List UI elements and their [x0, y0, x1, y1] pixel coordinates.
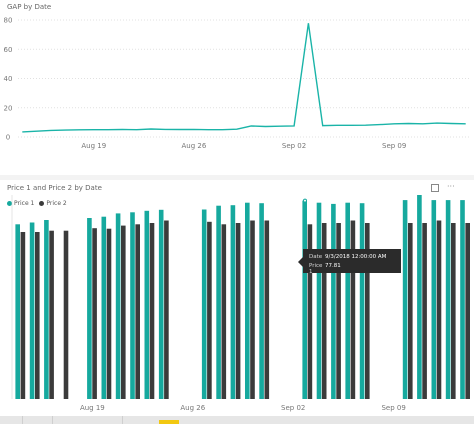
bar-price-2[interactable] [250, 220, 255, 400]
bar-price-2[interactable] [307, 224, 313, 399]
x-tick-label: Sep 09 [381, 404, 405, 412]
bar-price-2[interactable] [121, 225, 126, 399]
hover-marker [303, 198, 307, 203]
active-page-tab[interactable] [159, 420, 179, 424]
bar-price-1[interactable] [87, 218, 92, 399]
bar-price-2[interactable] [149, 223, 155, 399]
bar-price-1[interactable] [331, 203, 336, 399]
y-tick-label: 80 [4, 17, 13, 25]
bar-price-2[interactable] [207, 221, 212, 399]
bar-price-1[interactable] [15, 224, 20, 399]
x-tick-label: Aug 19 [80, 404, 105, 412]
bar-price-1[interactable] [216, 205, 221, 399]
bar-price-2[interactable] [106, 228, 112, 399]
bar-price-2[interactable] [465, 223, 470, 399]
bar-price-1[interactable] [144, 210, 150, 399]
y-tick-label: 20 [4, 104, 13, 112]
bar-price-1[interactable] [29, 222, 35, 400]
chart-tooltip: Date 9/3/2018 12:00:00 AM Price 1 77.81 [298, 249, 401, 275]
bar-price-1[interactable] [417, 195, 422, 399]
price-bar-chart[interactable]: Aug 19 Aug 26 Sep 02 Sep 09 [0, 180, 474, 416]
price-chart-panel: Price 1 and Price 2 by Date ··· Price 1 … [0, 180, 474, 416]
bar-price-2[interactable] [336, 223, 341, 399]
bar-price-1[interactable] [230, 205, 236, 399]
legend-item-price-2[interactable]: Price 2 [39, 200, 67, 207]
bar-price-2[interactable] [135, 224, 140, 399]
x-tick-label: Aug 26 [182, 142, 207, 150]
page-tab[interactable] [22, 416, 53, 424]
bar-price-1[interactable] [445, 200, 451, 399]
bar-price-1[interactable] [245, 202, 250, 399]
bar-price-1[interactable] [158, 209, 164, 399]
tooltip-value-date: 9/3/2018 12:00:00 AM [325, 254, 387, 260]
bar-price-1[interactable] [431, 200, 437, 399]
bar-price-1[interactable] [460, 200, 465, 399]
bar-price-2[interactable] [92, 228, 97, 399]
tooltip-row-date: Date 9/3/2018 12:00:00 AM [309, 254, 386, 260]
x-tick-label: Sep 02 [282, 142, 306, 150]
x-tick-label: Aug 26 [180, 404, 205, 412]
bar-price-1[interactable] [302, 200, 307, 399]
bar-price-2[interactable] [350, 220, 356, 400]
bar-price-2[interactable] [49, 230, 54, 399]
bar-price-1[interactable] [130, 212, 135, 399]
bar-price-2[interactable] [436, 220, 442, 400]
tooltip-row-price-1: Price 1 77.81 [309, 263, 341, 275]
tooltip-key-date: Date [309, 254, 323, 260]
price-legend: Price 1 Price 2 [7, 200, 67, 207]
bar-price-2[interactable] [422, 223, 427, 399]
bar-price-1[interactable] [259, 203, 264, 399]
x-tick-label: Sep 09 [382, 142, 406, 150]
bar-price-1[interactable] [115, 213, 121, 399]
y-tick-label: 0 [6, 134, 10, 142]
bar-price-2[interactable] [221, 224, 227, 399]
legend-label-price-1: Price 1 [14, 200, 35, 207]
legend-dot-price-2 [39, 201, 45, 206]
focus-mode-icon[interactable] [431, 184, 439, 192]
gap-line-chart[interactable]: 0 20 40 60 80 Aug 19 Aug 26 Sep 02 Sep 09 [0, 0, 474, 175]
tooltip-caret [298, 257, 303, 267]
bar-price-2[interactable] [408, 223, 413, 399]
more-options-icon[interactable]: ··· [447, 182, 455, 191]
bar-price-1[interactable] [201, 209, 207, 400]
bar-price-2[interactable] [451, 223, 456, 399]
bar-price-1[interactable] [359, 203, 365, 399]
gap-chart-panel: GAP by Date 0 20 40 60 80 Aug 19 Aug 26 Sep 02 S… [0, 0, 474, 175]
gap-series-line[interactable] [22, 23, 466, 133]
bar-price-1[interactable] [316, 202, 322, 399]
page-tab[interactable] [52, 416, 123, 424]
y-tick-label: 60 [4, 46, 13, 54]
bar-price-1[interactable] [402, 200, 408, 399]
bar-price-2[interactable] [164, 220, 169, 400]
x-tick-label: Aug 19 [81, 142, 106, 150]
y-tick-label: 40 [4, 75, 13, 83]
bar-price-1[interactable] [345, 202, 350, 399]
tooltip-value-price-1: 77.81 [325, 263, 341, 269]
page-tab-strip [0, 416, 474, 424]
legend-item-price-1[interactable]: Price 1 [7, 200, 34, 207]
tooltip-key-price-1: Price 1 [309, 263, 323, 275]
bar-price-1[interactable] [101, 216, 107, 399]
bar-price-2[interactable] [321, 223, 327, 399]
bar-price-2[interactable] [235, 223, 241, 399]
bar-price-2[interactable] [365, 223, 370, 399]
bar-price-2[interactable] [264, 220, 270, 400]
price-chart-title: Price 1 and Price 2 by Date [7, 184, 102, 192]
bar-price-2[interactable] [35, 232, 40, 399]
bar-price-2[interactable] [63, 230, 69, 399]
page-tab[interactable] [0, 416, 23, 424]
x-tick-label: Sep 02 [281, 404, 305, 412]
legend-label-price-2: Price 2 [46, 200, 67, 207]
bar-price-1[interactable] [44, 220, 49, 399]
gap-chart-title: GAP by Date [7, 3, 52, 11]
legend-dot-price-1 [7, 201, 12, 206]
bar-price-2[interactable] [20, 232, 26, 399]
